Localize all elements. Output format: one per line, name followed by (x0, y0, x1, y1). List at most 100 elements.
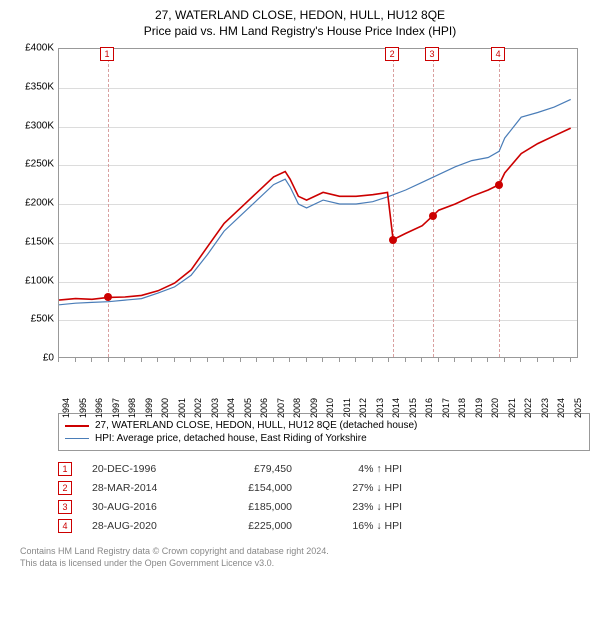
sale-point-dot (389, 236, 397, 244)
x-tick-label: 2014 (391, 398, 401, 418)
x-tick (355, 358, 356, 362)
x-tick-label: 1998 (127, 398, 137, 418)
x-tick (339, 358, 340, 362)
footer-line1: Contains HM Land Registry data © Crown c… (20, 546, 590, 558)
event-number: 1 (58, 462, 72, 476)
x-tick (174, 358, 175, 362)
x-tick (75, 358, 76, 362)
legend-label: HPI: Average price, detached house, East… (95, 433, 367, 444)
footer: Contains HM Land Registry data © Crown c… (20, 546, 590, 569)
x-tick (322, 358, 323, 362)
x-tick (471, 358, 472, 362)
y-tick-label: £350K (10, 81, 54, 92)
x-tick (207, 358, 208, 362)
x-tick (157, 358, 158, 362)
x-tick (91, 358, 92, 362)
x-tick (537, 358, 538, 362)
x-tick (58, 358, 59, 362)
event-delta: 16% ↓ HPI (312, 520, 402, 532)
x-tick-label: 2023 (540, 398, 550, 418)
event-marker-box: 3 (425, 47, 439, 61)
x-tick-label: 2009 (309, 398, 319, 418)
event-marker-box: 2 (385, 47, 399, 61)
y-tick-label: £400K (10, 43, 54, 54)
legend: 27, WATERLAND CLOSE, HEDON, HULL, HU12 8… (58, 413, 590, 451)
x-tick-label: 2017 (441, 398, 451, 418)
event-delta: 23% ↓ HPI (312, 501, 402, 513)
event-date: 28-AUG-2020 (92, 520, 192, 532)
x-tick (141, 358, 142, 362)
x-tick (240, 358, 241, 362)
event-delta: 27% ↓ HPI (312, 482, 402, 494)
x-tick (553, 358, 554, 362)
x-tick (256, 358, 257, 362)
x-tick-label: 2001 (177, 398, 187, 418)
title-block: 27, WATERLAND CLOSE, HEDON, HULL, HU12 8… (10, 8, 590, 38)
event-date: 28-MAR-2014 (92, 482, 192, 494)
y-tick-label: £0 (10, 353, 54, 364)
x-tick-label: 2021 (507, 398, 517, 418)
event-marker-box: 4 (491, 47, 505, 61)
event-number: 4 (58, 519, 72, 533)
x-tick-label: 1997 (111, 398, 121, 418)
x-tick-label: 2004 (226, 398, 236, 418)
sale-point-dot (104, 293, 112, 301)
x-tick (273, 358, 274, 362)
x-axis: 1994199519961997199819992000200120022003… (58, 362, 578, 407)
event-row: 4 28-AUG-2020 £225,000 16% ↓ HPI (58, 519, 590, 533)
x-tick (108, 358, 109, 362)
legend-swatch (65, 425, 89, 427)
x-tick-label: 1995 (78, 398, 88, 418)
x-tick-label: 1996 (94, 398, 104, 418)
event-number: 3 (58, 500, 72, 514)
x-tick-label: 2003 (210, 398, 220, 418)
y-tick-label: £50K (10, 314, 54, 325)
event-row: 3 30-AUG-2016 £185,000 23% ↓ HPI (58, 500, 590, 514)
x-tick-label: 2018 (457, 398, 467, 418)
x-tick (421, 358, 422, 362)
sale-point-dot (429, 212, 437, 220)
x-tick-label: 2005 (243, 398, 253, 418)
y-tick-label: £300K (10, 120, 54, 131)
x-tick-label: 2024 (556, 398, 566, 418)
event-price: £225,000 (212, 520, 292, 532)
series-svg (59, 49, 579, 359)
plot-region (58, 48, 578, 358)
x-tick-label: 2013 (375, 398, 385, 418)
x-tick (289, 358, 290, 362)
x-tick-label: 2016 (424, 398, 434, 418)
event-row: 120-DEC-1996£79,4504% ↑ HPI (58, 462, 590, 476)
x-tick (504, 358, 505, 362)
event-date: 30-AUG-2016 (92, 501, 192, 513)
event-number: 2 (58, 481, 72, 495)
x-tick (190, 358, 191, 362)
x-tick-label: 2012 (358, 398, 368, 418)
legend-row: HPI: Average price, detached house, East… (65, 433, 583, 444)
x-tick-label: 2007 (276, 398, 286, 418)
title-subtitle: Price paid vs. HM Land Registry's House … (10, 24, 590, 38)
x-tick-label: 1999 (144, 398, 154, 418)
x-tick-label: 2022 (523, 398, 533, 418)
x-tick (124, 358, 125, 362)
event-price: £154,000 (212, 482, 292, 494)
x-tick-label: 2002 (193, 398, 203, 418)
x-tick-label: 1994 (61, 398, 71, 418)
x-tick-label: 2015 (408, 398, 418, 418)
y-tick-label: £250K (10, 159, 54, 170)
footer-line2: This data is licensed under the Open Gov… (20, 558, 590, 570)
x-tick (372, 358, 373, 362)
x-tick (223, 358, 224, 362)
x-tick-label: 2000 (160, 398, 170, 418)
x-tick-label: 2019 (474, 398, 484, 418)
sale-point-dot (495, 181, 503, 189)
x-tick (487, 358, 488, 362)
x-tick (388, 358, 389, 362)
series-hpi (59, 99, 571, 304)
legend-label: 27, WATERLAND CLOSE, HEDON, HULL, HU12 8… (95, 420, 417, 431)
x-tick (438, 358, 439, 362)
event-price: £185,000 (212, 501, 292, 513)
x-tick-label: 2006 (259, 398, 269, 418)
title-address: 27, WATERLAND CLOSE, HEDON, HULL, HU12 8… (10, 8, 590, 22)
x-tick (306, 358, 307, 362)
event-price: £79,450 (212, 463, 292, 475)
